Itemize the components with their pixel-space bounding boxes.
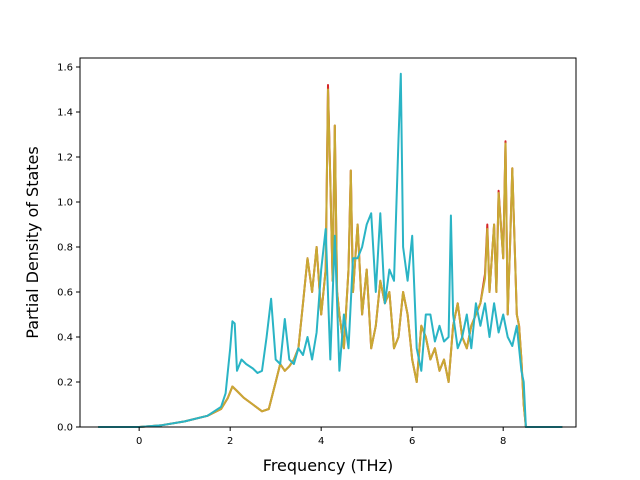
y-tick-label: 0.4 [57, 333, 73, 344]
y-tick-label: 0.2 [57, 378, 73, 389]
x-axis-title: Frequency (THz) [263, 456, 393, 475]
y-tick-label: 1.4 [57, 108, 73, 119]
series-lines [98, 72, 563, 428]
y-axis-ticks: 0.0 0.2 0.4 0.6 0.8 1.0 1.2 1.4 1.6 [57, 63, 80, 434]
plot-frame [79, 57, 577, 428]
x-tick-label: 4 [318, 436, 324, 447]
y-tick-label: 1.2 [57, 153, 73, 164]
series-line-3 [98, 72, 563, 428]
y-tick-label: 0.0 [57, 423, 73, 434]
y-axis-title: Partial Density of States [23, 146, 42, 338]
x-tick-label: 8 [500, 436, 506, 447]
y-tick-label: 1.6 [57, 63, 73, 74]
y-tick-label: 1.0 [57, 198, 73, 209]
x-tick-label: 2 [227, 436, 233, 447]
x-tick-label: 6 [409, 436, 415, 447]
y-tick-label: 0.8 [57, 243, 73, 254]
y-tick-label: 0.6 [57, 288, 73, 299]
x-tick-label: 0 [136, 436, 142, 447]
x-axis-ticks: 0 2 4 6 8 [136, 427, 506, 447]
series-line-2 [98, 88, 563, 428]
